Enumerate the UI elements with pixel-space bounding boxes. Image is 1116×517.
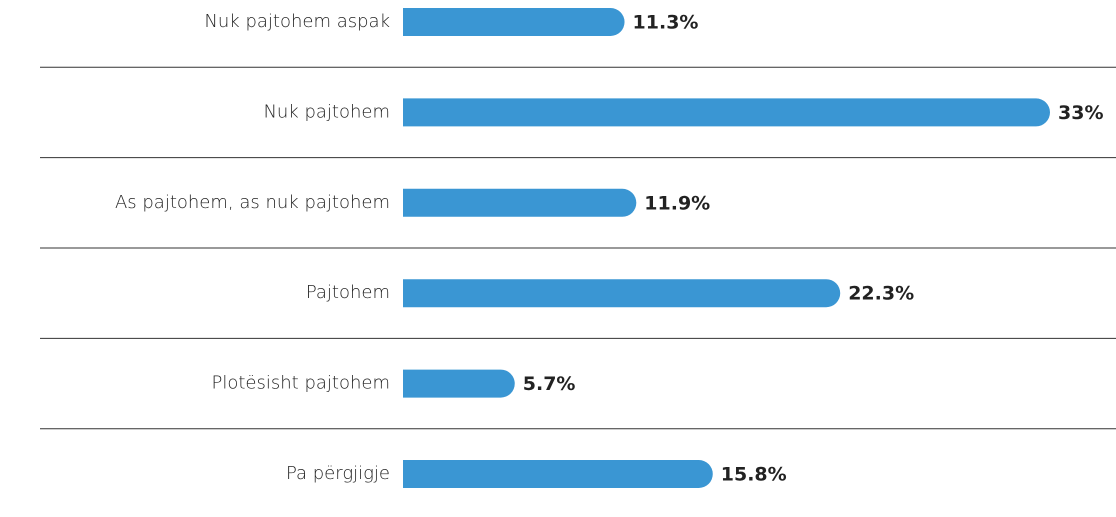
value-label: 11.3% — [633, 12, 699, 34]
bar — [403, 98, 1050, 127]
category-label: Plotësisht pajtohem — [212, 373, 391, 394]
bar — [403, 188, 637, 217]
bar — [403, 279, 841, 308]
category-label: Pa përgjigje — [286, 463, 390, 484]
bar — [403, 369, 515, 398]
value-label: 22.3% — [848, 283, 914, 305]
category-label: As pajtohem, as nuk pajtohem — [115, 192, 390, 213]
category-label: Nuk pajtohem aspak — [204, 11, 390, 32]
value-label: 33% — [1058, 102, 1103, 124]
value-label: 15.8% — [721, 464, 787, 486]
category-label: Nuk pajtohem — [263, 101, 390, 122]
value-label: 5.7% — [523, 373, 576, 395]
category-label: Pajtohem — [306, 282, 390, 303]
value-label: 11.9% — [644, 192, 710, 214]
bar — [403, 460, 713, 488]
bar — [403, 8, 625, 36]
